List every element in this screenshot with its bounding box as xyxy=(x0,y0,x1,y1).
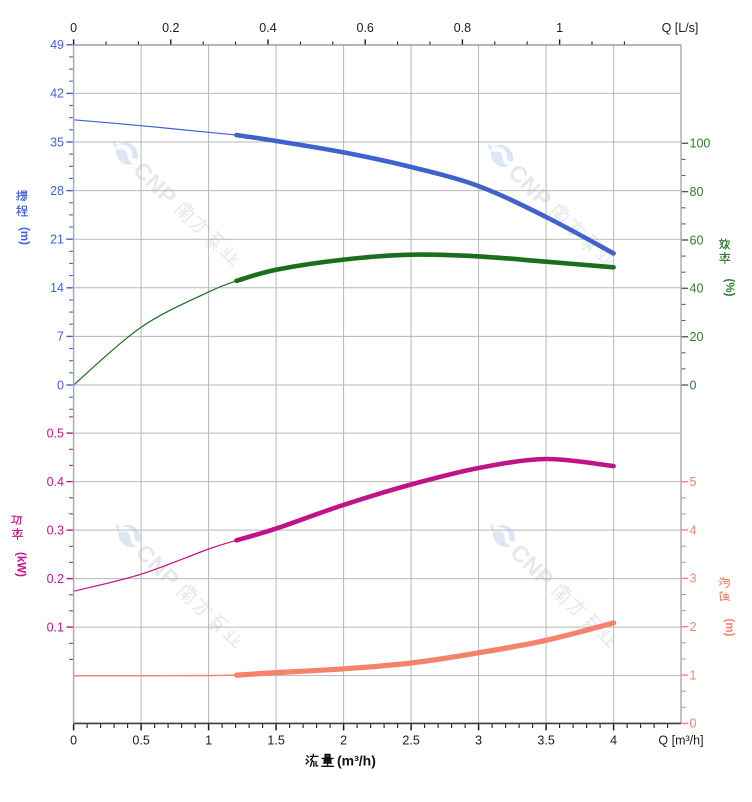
svg-text:0.6: 0.6 xyxy=(357,21,374,35)
svg-text:0: 0 xyxy=(690,378,697,392)
svg-text:2: 2 xyxy=(690,620,697,634)
svg-text:Q [L/s]: Q [L/s] xyxy=(662,21,699,35)
svg-text:0.2: 0.2 xyxy=(47,572,64,586)
svg-text:1: 1 xyxy=(556,21,563,35)
svg-text:14: 14 xyxy=(50,281,64,295)
svg-text:Q [m³/h]: Q [m³/h] xyxy=(658,734,703,748)
svg-text:20: 20 xyxy=(690,330,704,344)
svg-text:(kW): (kW) xyxy=(15,552,27,577)
svg-text:(m): (m) xyxy=(723,619,735,637)
svg-text:1: 1 xyxy=(205,734,212,748)
svg-text:4: 4 xyxy=(690,523,697,537)
svg-text:(%): (%) xyxy=(723,279,735,297)
svg-text:42: 42 xyxy=(50,87,64,101)
svg-text:0: 0 xyxy=(70,21,77,35)
svg-text:(m³/h): (m³/h) xyxy=(337,753,376,769)
svg-text:1: 1 xyxy=(690,668,697,682)
svg-text:0.2: 0.2 xyxy=(162,21,179,35)
svg-text:0: 0 xyxy=(690,717,697,731)
svg-text:0.1: 0.1 xyxy=(47,620,64,634)
svg-text:3: 3 xyxy=(475,734,482,748)
svg-text:0: 0 xyxy=(57,378,64,392)
svg-text:28: 28 xyxy=(50,184,64,198)
svg-text:60: 60 xyxy=(690,233,704,247)
svg-text:3.5: 3.5 xyxy=(537,734,554,748)
svg-text:21: 21 xyxy=(50,233,64,247)
svg-text:3: 3 xyxy=(690,572,697,586)
svg-text:2.5: 2.5 xyxy=(402,734,419,748)
svg-text:80: 80 xyxy=(690,185,704,199)
svg-text:0.3: 0.3 xyxy=(47,523,64,537)
svg-text:2: 2 xyxy=(340,734,347,748)
svg-text:(m): (m) xyxy=(18,227,30,245)
svg-text:5: 5 xyxy=(690,475,697,489)
svg-text:100: 100 xyxy=(690,137,711,151)
svg-text:0.5: 0.5 xyxy=(132,734,149,748)
svg-text:40: 40 xyxy=(690,282,704,296)
svg-text:0.4: 0.4 xyxy=(47,475,64,489)
svg-text:0: 0 xyxy=(70,734,77,748)
svg-text:4: 4 xyxy=(610,734,617,748)
svg-text:35: 35 xyxy=(50,135,64,149)
svg-text:7: 7 xyxy=(57,330,64,344)
svg-text:0.4: 0.4 xyxy=(259,21,276,35)
svg-text:0.5: 0.5 xyxy=(47,426,64,440)
svg-text:1.5: 1.5 xyxy=(267,734,284,748)
svg-text:0.8: 0.8 xyxy=(454,21,471,35)
svg-text:49: 49 xyxy=(50,38,64,52)
